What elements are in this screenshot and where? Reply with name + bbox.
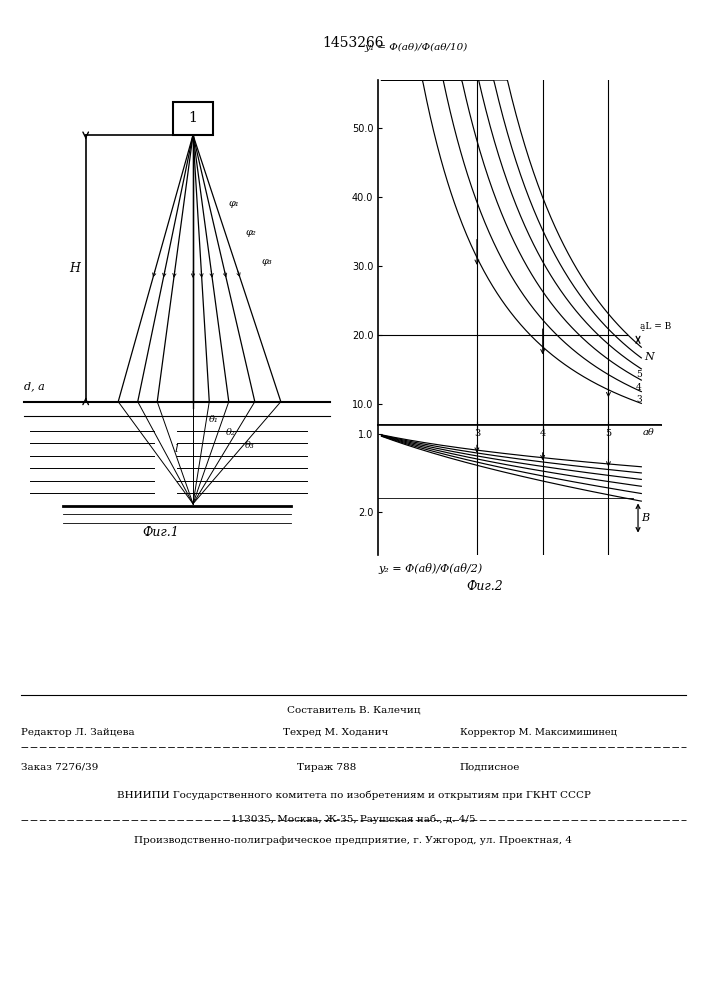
Text: 3: 3 bbox=[474, 429, 480, 438]
Text: y₂ = Φ(aθ)/Φ(aθ/2): y₂ = Φ(aθ)/Φ(aθ/2) bbox=[378, 563, 482, 574]
Text: Техред М. Ходанич: Техред М. Ходанич bbox=[283, 728, 388, 737]
Text: 4: 4 bbox=[636, 383, 642, 392]
Text: Производственно-полиграфическое предприятие, г. Ужгород, ул. Проектная, 4: Производственно-полиграфическое предприя… bbox=[134, 836, 573, 845]
Text: B: B bbox=[641, 513, 650, 523]
Text: Фиг.1: Фиг.1 bbox=[142, 526, 179, 539]
Text: 1453266: 1453266 bbox=[323, 36, 384, 50]
Text: Подписное: Подписное bbox=[460, 763, 520, 772]
Text: Заказ 7276/39: Заказ 7276/39 bbox=[21, 763, 98, 772]
Text: aθ: aθ bbox=[643, 428, 655, 437]
Text: Редактор Л. Зайцева: Редактор Л. Зайцева bbox=[21, 728, 135, 737]
Text: Составитель В. Калечиц: Составитель В. Калечиц bbox=[287, 705, 420, 714]
Bar bbox=[173, 102, 213, 135]
Text: ВНИИПИ Государственного комитета по изобретениям и открытиям при ГКНТ СССР: ВНИИПИ Государственного комитета по изоб… bbox=[117, 790, 590, 800]
Text: y₁ = Φ(aθ)/Φ(aθ/10): y₁ = Φ(aθ)/Φ(aθ/10) bbox=[364, 43, 467, 52]
Text: Фиг.2: Фиг.2 bbox=[467, 580, 503, 593]
Text: l: l bbox=[175, 444, 178, 454]
Text: 4: 4 bbox=[539, 429, 546, 438]
Text: a̠L = B: a̠L = B bbox=[640, 322, 671, 331]
Text: 113035, Москва, Ж-35, Раушская наб., д. 4/5: 113035, Москва, Ж-35, Раушская наб., д. … bbox=[231, 814, 476, 823]
Text: φ₁: φ₁ bbox=[229, 199, 240, 208]
Text: d, а: d, а bbox=[24, 381, 45, 391]
Text: θ₁: θ₁ bbox=[209, 416, 219, 424]
Text: 5: 5 bbox=[605, 429, 612, 438]
Text: 3: 3 bbox=[636, 395, 642, 404]
Text: φ₂: φ₂ bbox=[245, 228, 256, 237]
Text: H: H bbox=[69, 262, 80, 275]
Text: Тираж 788: Тираж 788 bbox=[297, 763, 356, 772]
Text: 5: 5 bbox=[636, 370, 642, 379]
Text: φ₃: φ₃ bbox=[262, 257, 272, 266]
Text: Корректор М. Максимишинец: Корректор М. Максимишинец bbox=[460, 728, 617, 737]
Text: 1: 1 bbox=[189, 111, 197, 125]
Text: θ₃: θ₃ bbox=[245, 440, 255, 450]
Text: θ₂: θ₂ bbox=[226, 428, 235, 437]
Text: N: N bbox=[645, 352, 655, 362]
